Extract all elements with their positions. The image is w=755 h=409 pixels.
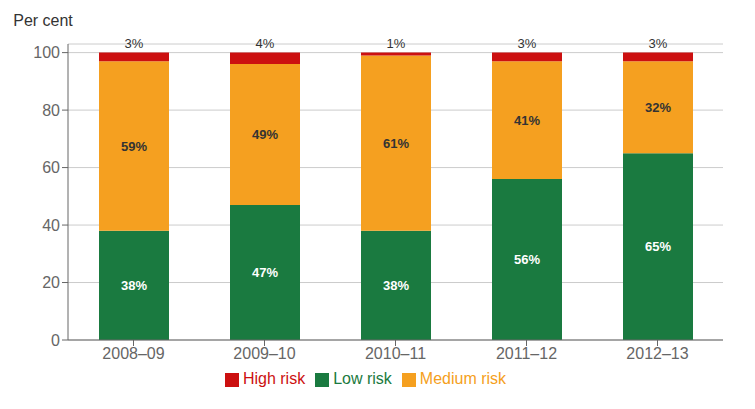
- svg-text:0: 0: [51, 332, 60, 349]
- svg-text:20: 20: [42, 274, 60, 291]
- svg-text:3%: 3%: [649, 36, 668, 51]
- html-text:Low risk: Low risk: [333, 370, 392, 387]
- html-text:High risk: High risk: [242, 370, 306, 387]
- svg-text:32%: 32%: [645, 100, 671, 115]
- svg-text:41%: 41%: [514, 113, 540, 128]
- svg-text:80: 80: [42, 102, 60, 119]
- svg-text:4%: 4%: [256, 36, 275, 51]
- svg-text:61%: 61%: [383, 136, 409, 151]
- svg-text:2010–11: 2010–11: [365, 345, 426, 362]
- svg-text:2009–10: 2009–10: [233, 345, 295, 362]
- svg-text:56%: 56%: [514, 252, 540, 267]
- svg-text:59%: 59%: [121, 139, 147, 154]
- svg-text:65%: 65%: [645, 239, 671, 254]
- svg-text:38%: 38%: [383, 278, 409, 293]
- svg-text:2011–12: 2011–12: [496, 345, 557, 362]
- svg-text:2008–09: 2008–09: [102, 345, 164, 362]
- svg-text:49%: 49%: [252, 127, 278, 142]
- svg-text:47%: 47%: [252, 265, 278, 280]
- svg-text:38%: 38%: [121, 278, 147, 293]
- html-text:Medium risk: Medium risk: [419, 370, 507, 387]
- svg-text:3%: 3%: [125, 36, 144, 51]
- svg-text:Per cent: Per cent: [13, 12, 73, 29]
- svg-text:60: 60: [42, 159, 60, 176]
- svg-text:3%: 3%: [518, 36, 537, 51]
- svg-text:2012–13: 2012–13: [626, 345, 688, 362]
- svg-text:40: 40: [42, 217, 60, 234]
- svg-text:100: 100: [33, 44, 60, 61]
- svg-text:1%: 1%: [387, 36, 406, 51]
